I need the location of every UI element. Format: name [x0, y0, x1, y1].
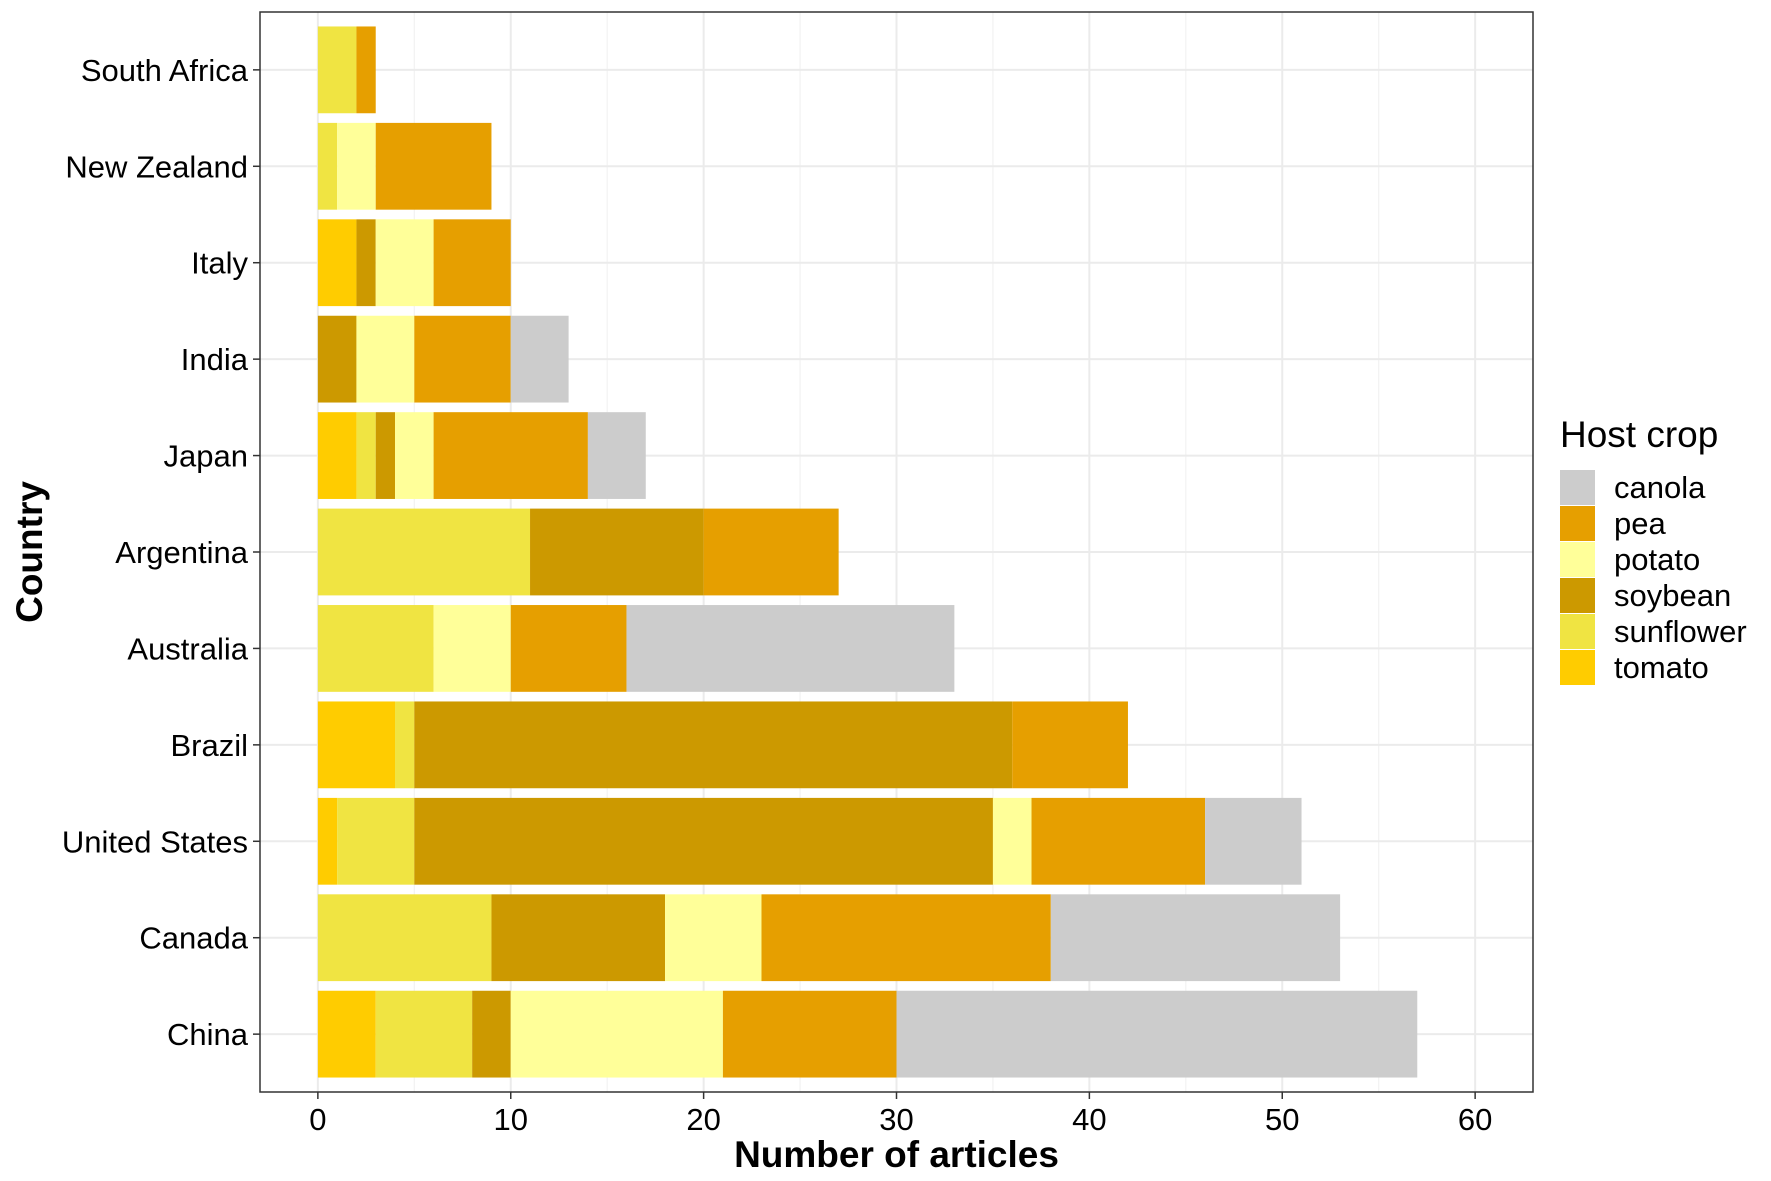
bar-canola	[626, 605, 955, 692]
bar-soybean	[414, 797, 993, 885]
x-tick-label: 10	[494, 1102, 528, 1137]
y-tick-label: United States	[62, 824, 248, 859]
legend-label: soybean	[1614, 578, 1731, 613]
y-axis-ticks: China Canada United States Brazil Australia A…	[62, 53, 260, 1052]
legend-label: pea	[1614, 506, 1666, 541]
legend-title: Host crop	[1560, 414, 1718, 455]
bar-tomato	[317, 701, 396, 789]
bars	[317, 26, 1418, 1078]
y-tick-label: Argentina	[115, 535, 248, 570]
bar-tomato	[317, 412, 357, 499]
bar-sunflower	[317, 508, 531, 596]
bar-potato	[510, 990, 723, 1078]
x-tick-label: 50	[1265, 1102, 1299, 1137]
bar-pea	[761, 894, 1051, 982]
legend-label: tomato	[1614, 650, 1709, 685]
bar-tomato	[317, 797, 338, 885]
bar-potato	[665, 894, 762, 982]
bar-potato	[375, 219, 434, 307]
bar-pea	[1031, 797, 1206, 885]
legend-key-tomato	[1560, 650, 1595, 685]
bar-potato	[356, 315, 415, 403]
bar-pea	[433, 219, 511, 307]
bar-sunflower	[375, 990, 473, 1078]
bar-sunflower	[317, 122, 338, 210]
bar-soybean	[414, 701, 1013, 789]
y-tick-label: South Africa	[81, 53, 249, 88]
y-tick-label: Japan	[164, 439, 248, 474]
x-tick-label: 40	[1072, 1102, 1106, 1137]
legend-label: canola	[1614, 470, 1706, 505]
x-tick-label: 30	[879, 1102, 913, 1137]
legend-key-canola	[1560, 470, 1595, 505]
bar-soybean	[375, 412, 396, 499]
bar-pea	[414, 315, 511, 403]
bar-potato	[395, 412, 434, 499]
bar-canola	[587, 412, 646, 499]
bar-pea	[375, 122, 492, 210]
x-axis-title: Number of articles	[734, 1134, 1059, 1175]
x-tick-label: 0	[309, 1102, 326, 1137]
bar-sunflower	[337, 797, 415, 885]
y-tick-label: Canada	[139, 921, 248, 956]
bar-soybean	[356, 219, 376, 307]
bar-tomato	[317, 219, 357, 307]
legend: Host crop canolapeapotatosoybeansunflowe…	[1560, 414, 1747, 685]
y-axis-title: Country	[9, 481, 50, 623]
bar-potato	[337, 122, 376, 210]
bar-tomato	[317, 990, 376, 1078]
y-tick-label: Italy	[191, 246, 248, 281]
bar-pea	[722, 990, 897, 1078]
bar-sunflower	[317, 26, 357, 114]
bar-soybean	[530, 508, 704, 596]
y-tick-label: China	[167, 1017, 249, 1052]
bar-potato	[433, 605, 511, 692]
y-tick-label: India	[181, 342, 249, 377]
bar-pea	[510, 605, 627, 692]
bar-sunflower	[317, 894, 492, 982]
bar-canola	[896, 990, 1418, 1078]
bar-soybean	[317, 315, 357, 403]
legend-key-potato	[1560, 542, 1595, 577]
bar-soybean	[491, 894, 666, 982]
x-tick-label: 20	[686, 1102, 720, 1137]
legend-key-sunflower	[1560, 614, 1595, 649]
bar-soybean	[472, 990, 511, 1078]
bar-canola	[1205, 797, 1302, 885]
x-tick-label: 60	[1458, 1102, 1492, 1137]
bar-canola	[1050, 894, 1341, 982]
bar-pea	[356, 26, 376, 114]
x-axis-ticks: 0 10 20 30 40 50 60	[309, 1092, 1492, 1137]
y-tick-label: Brazil	[170, 728, 248, 763]
legend-label: potato	[1614, 542, 1700, 577]
legend-key-soybean	[1560, 578, 1595, 613]
bar-pea	[703, 508, 839, 596]
bar-pea	[433, 412, 588, 499]
bar-pea	[1012, 701, 1128, 789]
legend-label: sunflower	[1614, 614, 1747, 649]
bar-canola	[510, 315, 569, 403]
bar-sunflower	[356, 412, 376, 499]
bar-potato	[992, 797, 1032, 885]
bar-sunflower	[395, 701, 415, 789]
y-tick-label: New Zealand	[65, 149, 248, 184]
legend-key-pea	[1560, 506, 1595, 541]
bar-sunflower	[317, 605, 434, 692]
y-tick-label: Australia	[127, 631, 248, 666]
